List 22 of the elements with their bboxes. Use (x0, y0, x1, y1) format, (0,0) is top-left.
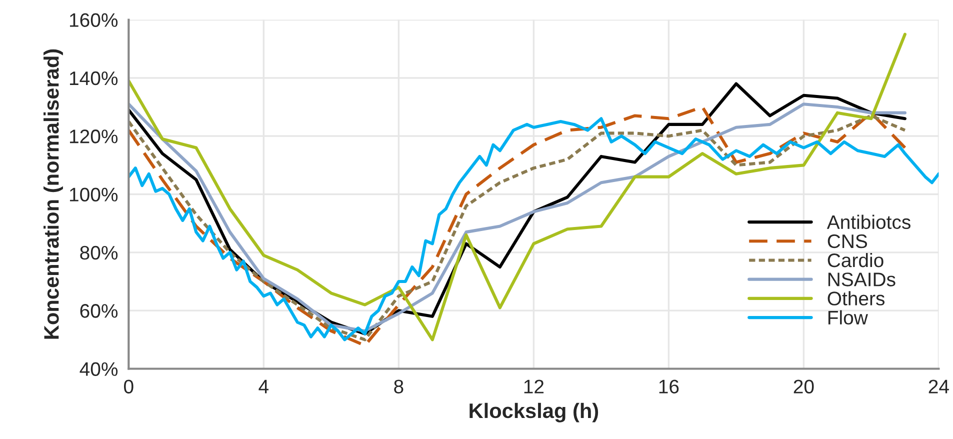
legend-label: Cardio (828, 252, 884, 268)
x-tick-label: 4 (258, 380, 268, 394)
legend-label: Flow (828, 310, 868, 325)
y-tick-label: 80% (80, 246, 118, 260)
y-tick-label: 120% (70, 130, 118, 144)
x-tick-label: 0 (124, 380, 134, 394)
x-tick-label: 12 (524, 380, 544, 394)
x-tick-label: 24 (928, 380, 949, 394)
y-tick-label: 140% (70, 71, 118, 86)
legend-label: Others (828, 291, 885, 306)
legend-label: NSAIDs (828, 272, 896, 286)
legend-label: CNS (828, 234, 868, 248)
y-axis-title: Koncentration (normaliserad) (44, 49, 63, 339)
y-tick-label: 40% (80, 362, 118, 376)
y-tick-label: 160% (70, 13, 118, 27)
y-tick-label: 60% (80, 304, 118, 318)
x-tick-label: 16 (659, 380, 679, 394)
x-axis-title: Klockslag (h) (470, 402, 598, 422)
legend-label: Antibiotcs (826, 214, 910, 230)
y-tick-label: 100% (70, 188, 118, 202)
x-tick-label: 20 (794, 380, 814, 394)
x-tick-label: 8 (394, 380, 404, 394)
